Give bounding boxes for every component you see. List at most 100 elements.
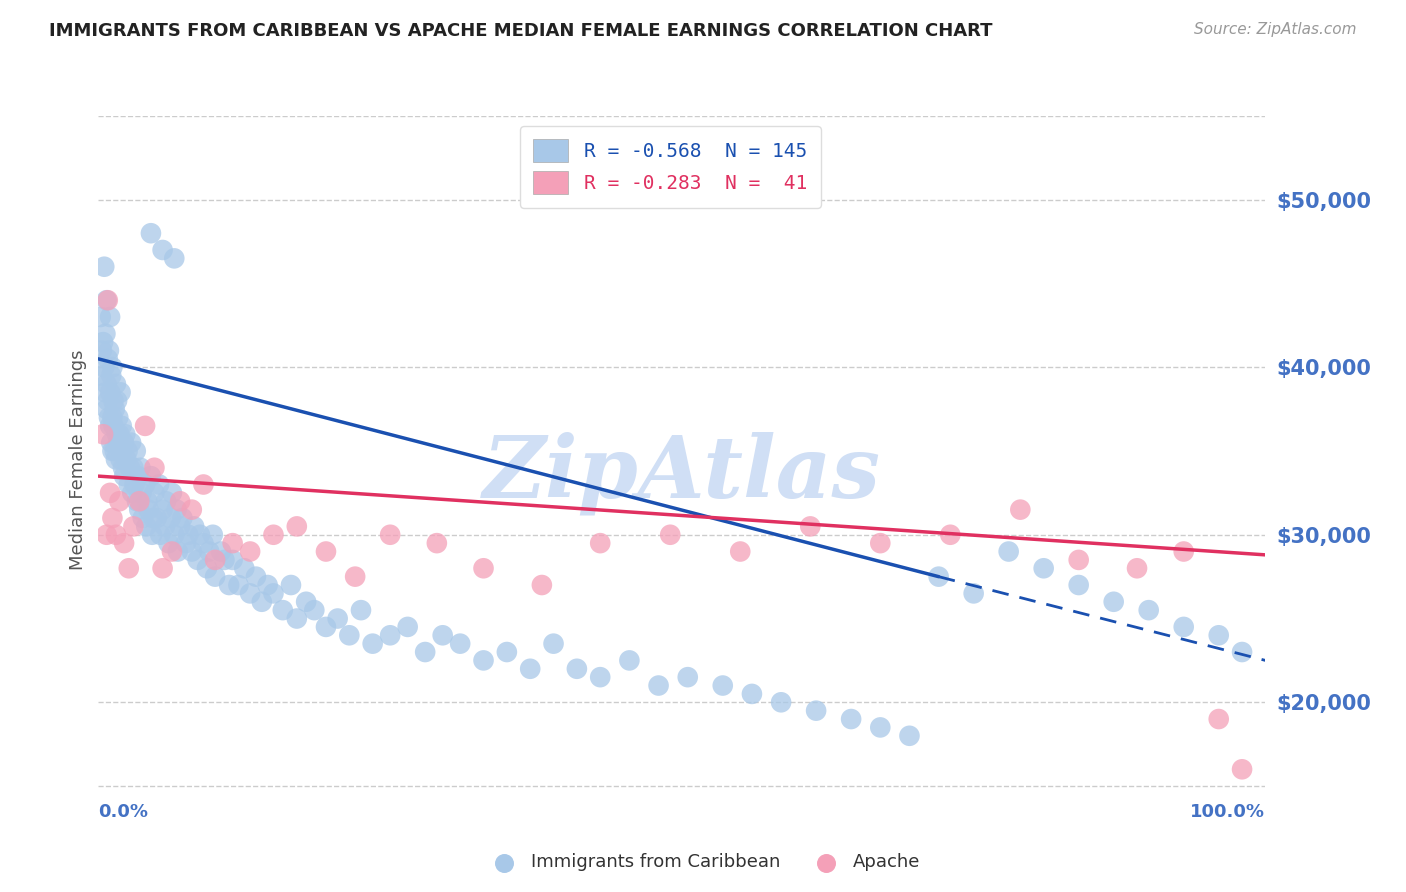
Point <box>228 578 250 592</box>
Point <box>195 561 218 575</box>
Point <box>188 528 211 542</box>
Point <box>396 620 419 634</box>
Point <box>90 343 112 358</box>
Point <box>110 385 132 400</box>
Point <box>239 544 262 558</box>
Point <box>157 536 180 550</box>
Point <box>134 477 156 491</box>
Point <box>589 670 612 684</box>
Point <box>1208 628 1230 642</box>
Point <box>152 561 174 575</box>
Point <box>98 486 121 500</box>
Point <box>180 502 202 516</box>
Point <box>122 460 145 475</box>
Point <box>139 226 162 240</box>
Point <box>90 310 112 324</box>
Point <box>163 528 186 542</box>
Point <box>124 477 146 491</box>
Point <box>153 519 176 533</box>
Point <box>97 351 120 366</box>
Point <box>97 343 120 358</box>
Point <box>96 293 118 308</box>
Point <box>271 603 294 617</box>
Point <box>139 469 162 483</box>
Point <box>869 536 891 550</box>
Point <box>120 435 142 450</box>
Point <box>111 418 134 433</box>
Point <box>107 435 129 450</box>
Point <box>160 544 183 558</box>
Point <box>118 561 141 575</box>
Point <box>143 486 166 500</box>
Point <box>187 553 209 567</box>
Point <box>90 368 112 383</box>
Point <box>262 586 284 600</box>
Point <box>118 477 141 491</box>
Point <box>619 653 641 667</box>
Point <box>91 335 114 350</box>
Point <box>96 528 118 542</box>
Point <box>155 494 177 508</box>
Point <box>380 528 402 542</box>
Point <box>111 460 134 475</box>
Point <box>98 385 121 400</box>
Point <box>280 578 302 592</box>
Point <box>262 528 284 542</box>
Point <box>121 486 143 500</box>
Point <box>128 494 150 508</box>
Point <box>239 586 262 600</box>
Point <box>350 603 373 617</box>
Point <box>1102 595 1125 609</box>
Point <box>770 695 793 709</box>
Point <box>198 544 221 558</box>
Point <box>380 628 402 642</box>
Point <box>97 393 120 408</box>
Point <box>361 637 384 651</box>
Point <box>111 444 134 458</box>
Point <box>315 620 337 634</box>
Point <box>472 561 495 575</box>
Point <box>93 360 115 375</box>
Point <box>898 729 921 743</box>
Point <box>962 586 984 600</box>
Point <box>1208 712 1230 726</box>
Point <box>530 578 553 592</box>
Point <box>177 528 200 542</box>
Point <box>1230 645 1253 659</box>
Point <box>142 511 165 525</box>
Point <box>519 662 541 676</box>
Point <box>117 444 139 458</box>
Text: ZipAtlas: ZipAtlas <box>482 432 882 515</box>
Point <box>104 444 127 458</box>
Point <box>112 536 135 550</box>
Point <box>204 569 226 583</box>
Point <box>1137 603 1160 617</box>
Point <box>114 427 136 442</box>
Point <box>711 679 734 693</box>
Point <box>741 687 763 701</box>
Point <box>295 595 318 609</box>
Point <box>676 670 699 684</box>
Point <box>589 536 612 550</box>
Point <box>304 603 326 617</box>
Point <box>97 293 120 308</box>
Point <box>180 544 202 558</box>
Point <box>136 494 159 508</box>
Point <box>125 494 148 508</box>
Point <box>928 569 950 583</box>
Point <box>543 637 565 651</box>
Point <box>104 528 127 542</box>
Point <box>1067 553 1090 567</box>
Text: 100.0%: 100.0% <box>1191 803 1265 821</box>
Point <box>163 252 186 266</box>
Point <box>1173 620 1195 634</box>
Point <box>449 637 471 651</box>
Point <box>100 435 122 450</box>
Point <box>96 376 118 391</box>
Point <box>127 469 149 483</box>
Point <box>122 519 145 533</box>
Point <box>104 452 127 467</box>
Point <box>160 486 183 500</box>
Text: 0.0%: 0.0% <box>98 803 149 821</box>
Point <box>201 528 224 542</box>
